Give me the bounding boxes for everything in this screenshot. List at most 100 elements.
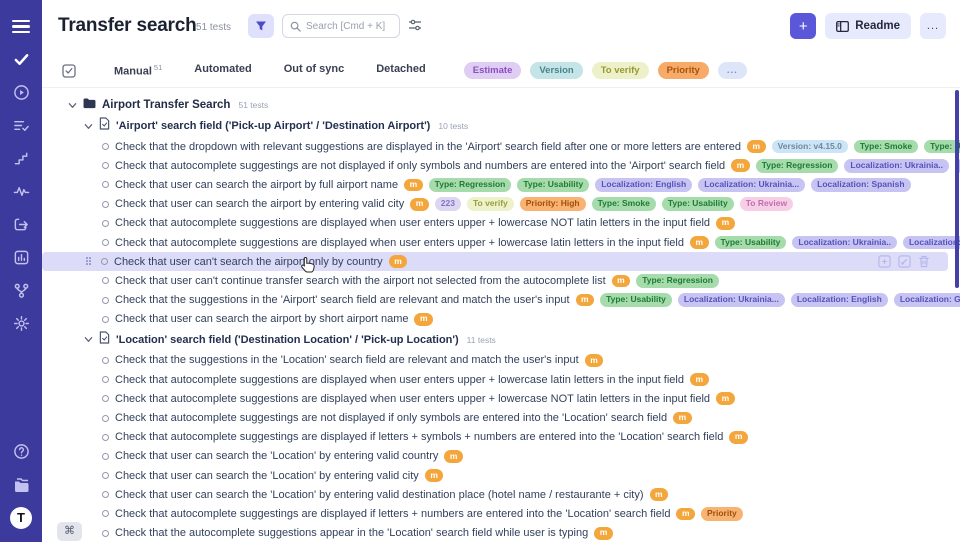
test-row[interactable]: Check that autocomplete suggestions are …	[42, 233, 960, 252]
readme-button[interactable]: Readme	[825, 13, 911, 39]
branches-icon[interactable]	[0, 274, 42, 307]
test-title[interactable]: Check that the suggestions in the 'Locat…	[115, 354, 579, 367]
test-row[interactable]: Check that the autocomplete suggestions …	[42, 524, 960, 542]
drag-handle-icon[interactable]	[86, 257, 92, 266]
test-row[interactable]: Check that autocomplete suggestings are …	[42, 408, 960, 427]
funnel-icon	[256, 21, 266, 31]
test-row[interactable]: Check that user can search the 'Location…	[42, 466, 960, 485]
test-title[interactable]: Check that autocomplete suggestions are …	[115, 236, 684, 249]
test-row[interactable]: Check that autocomplete suggestions are …	[42, 389, 960, 408]
subsuite-label: 'Location' search field ('Destination Lo…	[116, 333, 459, 346]
search-box[interactable]	[282, 14, 400, 38]
add-button[interactable]: +	[790, 13, 817, 39]
test-title[interactable]: Check that the suggestions in the 'Airpo…	[115, 294, 570, 307]
command-palette-button[interactable]: ⌘	[57, 522, 82, 541]
test-row[interactable]: Check that the suggestions in the 'Locat…	[42, 351, 960, 370]
sidebar-top-icons	[0, 0, 42, 340]
suite-row[interactable]: Airport Transfer Search 51 tests	[42, 95, 960, 115]
chevron-down-icon[interactable]	[84, 335, 93, 344]
test-row[interactable]: Check that user can't search the airport…	[42, 252, 948, 272]
test-title[interactable]: Check that autocomplete suggestions are …	[115, 392, 711, 405]
test-status-icon	[102, 376, 109, 384]
delete-icon[interactable]	[918, 255, 930, 268]
subsuite-row[interactable]: 'Airport' search field ('Pick-up Airport…	[42, 115, 960, 137]
document-icon	[99, 331, 110, 349]
row-actions	[878, 255, 930, 268]
menu-icon[interactable]	[0, 10, 42, 43]
filter-tab-out-of-sync[interactable]: Out of sync	[283, 63, 345, 76]
test-tree: Airport Transfer Search 51 tests 'Airport'…	[42, 88, 960, 542]
filter-chip-more[interactable]: ...	[717, 62, 747, 79]
filter-chip-estimate[interactable]: Estimate	[463, 62, 522, 79]
search-input[interactable]	[306, 20, 392, 32]
test-title[interactable]: Check that autocomplete suggestings are …	[115, 507, 671, 520]
more-options-button[interactable]: ...	[920, 13, 946, 39]
filter-chip-verify[interactable]: To verify	[591, 62, 649, 79]
test-title[interactable]: Check that the autocomplete suggestions …	[115, 527, 589, 540]
test-title[interactable]: Check that autocomplete suggestings are …	[115, 431, 724, 444]
steps-icon[interactable]	[0, 142, 42, 175]
suite-count: 51 tests	[238, 100, 269, 110]
filter-button[interactable]	[248, 14, 274, 38]
test-title[interactable]: Check that user can't continue transfer …	[115, 274, 606, 287]
manual-badge: m	[729, 430, 748, 444]
import-icon[interactable]	[0, 208, 42, 241]
check-icon[interactable]	[0, 43, 42, 76]
test-title[interactable]: Check that user can't search the airport…	[114, 255, 383, 268]
sidebar-bottom-icons: T	[0, 435, 42, 542]
test-title[interactable]: Check that autocomplete suggestions are …	[115, 217, 711, 230]
test-row[interactable]: Check that autocomplete suggestings are …	[42, 428, 960, 447]
scrollbar-thumb[interactable]	[955, 90, 959, 288]
manual-badge: m	[716, 392, 735, 406]
select-all-checkbox-icon[interactable]	[62, 63, 76, 78]
test-title[interactable]: Check that autocomplete suggestions are …	[115, 373, 684, 386]
add-test-icon[interactable]	[878, 255, 891, 268]
test-title[interactable]: Check that autocomplete suggestings are …	[115, 412, 668, 425]
test-row[interactable]: Check that user can't continue transfer …	[42, 271, 960, 290]
test-title[interactable]: Check that user can search the 'Location…	[115, 450, 439, 463]
filter-chip-version[interactable]: Version	[530, 62, 583, 79]
subsuite-row[interactable]: 'Location' search field ('Destination Lo…	[42, 329, 960, 351]
view-settings-icon[interactable]	[408, 18, 422, 37]
analytics-icon[interactable]	[0, 241, 42, 274]
pulse-icon[interactable]	[0, 175, 42, 208]
edit-icon[interactable]	[898, 255, 911, 268]
test-status-icon	[102, 315, 109, 323]
test-title[interactable]: Check that user can search the airport b…	[115, 198, 405, 211]
test-title[interactable]: Check that user can search the 'Location…	[115, 469, 419, 482]
test-title[interactable]: Check that user can search the airport b…	[115, 178, 399, 191]
test-status-icon	[102, 200, 109, 208]
help-icon[interactable]	[0, 435, 42, 468]
test-title[interactable]: Check that user can search the 'Location…	[115, 488, 644, 501]
logo-icon: T	[10, 506, 32, 529]
filter-tab-manual[interactable]: Manual 51	[114, 63, 163, 78]
manual-badge: m	[424, 469, 444, 482]
chevron-down-icon[interactable]	[84, 122, 93, 131]
test-row[interactable]: Check that user can search the airport b…	[42, 195, 960, 214]
projects-icon[interactable]	[0, 468, 42, 501]
test-row[interactable]: Check that user can search the 'Location…	[42, 485, 960, 504]
settings-icon[interactable]	[0, 307, 42, 340]
test-title[interactable]: Check that the dropdown with relevant su…	[115, 140, 742, 153]
test-plans-icon[interactable]	[0, 109, 42, 142]
test-title[interactable]: Check that user can search the airport b…	[115, 313, 409, 326]
test-title[interactable]: Check that autocomplete suggestings are …	[115, 159, 726, 172]
test-row[interactable]: Check that autocomplete suggestings are …	[42, 156, 960, 175]
test-row[interactable]: Check that autocomplete suggestings are …	[42, 504, 960, 523]
test-row[interactable]: Check that autocomplete suggestions are …	[42, 370, 960, 389]
tag-badge: Type: Usability	[924, 139, 960, 154]
app-logo[interactable]: T	[0, 501, 42, 534]
test-row[interactable]: Check that user can search the airport b…	[42, 310, 960, 329]
test-row[interactable]: Check that user can search the 'Location…	[42, 447, 960, 466]
chevron-down-icon[interactable]	[68, 101, 77, 110]
run-play-icon[interactable]	[0, 76, 42, 109]
filter-tab-automated[interactable]: Automated	[194, 63, 252, 76]
filter-chip-priority[interactable]: Priority	[657, 62, 709, 79]
filter-tab-detached[interactable]: Detached	[376, 63, 426, 76]
test-row[interactable]: Check that user can search the airport b…	[42, 175, 960, 194]
manual-badge: m	[649, 488, 669, 502]
test-row[interactable]: Check that the suggestions in the 'Airpo…	[42, 291, 960, 310]
test-row[interactable]: Check that autocomplete suggestions are …	[42, 214, 960, 233]
test-row[interactable]: Check that the dropdown with relevant su…	[42, 137, 960, 156]
tag-badge: Type: Regression	[428, 178, 512, 192]
